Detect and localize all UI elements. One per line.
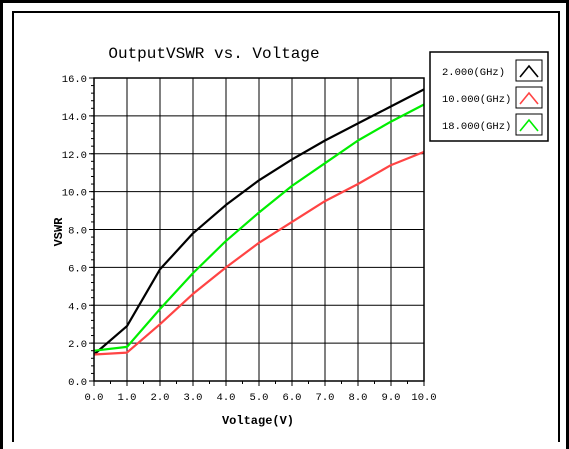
y-tick-label: 14.0 (62, 112, 87, 124)
legend-swatch-line (519, 91, 539, 105)
y-tick-label: 4.0 (68, 301, 87, 313)
chart-frame (12, 11, 560, 442)
x-tick-label: 10.0 (411, 392, 436, 404)
legend-swatch-box (515, 86, 543, 109)
legend-swatch-box (515, 113, 543, 136)
y-tick-label: 2.0 (68, 339, 87, 351)
legend-swatch-line (519, 64, 539, 78)
series-line (93, 150, 425, 356)
legend-swatch-line (519, 118, 539, 132)
x-tick-label: 2.0 (151, 392, 170, 404)
legend: 2.000(GHz) 10.000(GHz) 18.000(GHz) (429, 51, 549, 142)
x-tick-label: 5.0 (250, 392, 269, 404)
chart-title: OutputVSWR vs. Voltage (108, 45, 319, 63)
legend-label: 18.000(GHz) (442, 121, 511, 133)
legend-label: 2.000(GHz) (442, 67, 505, 79)
axes: 0.0 1.0 2.0 3.0 4.0 5.0 6.0 7.0 8.0 9.0 10.0 0.0 2.0… (62, 74, 437, 404)
x-tick-label: 8.0 (349, 392, 368, 404)
x-axis-label: Voltage(V) (222, 414, 294, 428)
x-tick-label: 9.0 (382, 392, 401, 404)
series-line (93, 88, 425, 356)
x-tick-label: 7.0 (316, 392, 335, 404)
y-tick-label: 16.0 (62, 74, 87, 86)
legend-swatch-box (515, 59, 543, 82)
legend-label: 10.000(GHz) (442, 94, 511, 106)
x-tick-label: 6.0 (283, 392, 302, 404)
grid-lines (93, 77, 425, 382)
x-tick-label: 1.0 (118, 392, 137, 404)
x-tick-label: 0.0 (85, 392, 104, 404)
y-tick-label: 6.0 (68, 263, 87, 275)
y-tick-label: 0.0 (68, 377, 87, 389)
series-line (93, 103, 425, 352)
y-tick-label: 8.0 (68, 226, 87, 238)
x-tick-label: 3.0 (184, 392, 203, 404)
y-axis-label: VSWR (52, 217, 66, 247)
series-lines (93, 88, 425, 356)
y-tick-label: 12.0 (62, 150, 87, 162)
plot-border (93, 77, 425, 382)
y-tick-label: 10.0 (62, 188, 87, 200)
x-tick-label: 4.0 (217, 392, 236, 404)
